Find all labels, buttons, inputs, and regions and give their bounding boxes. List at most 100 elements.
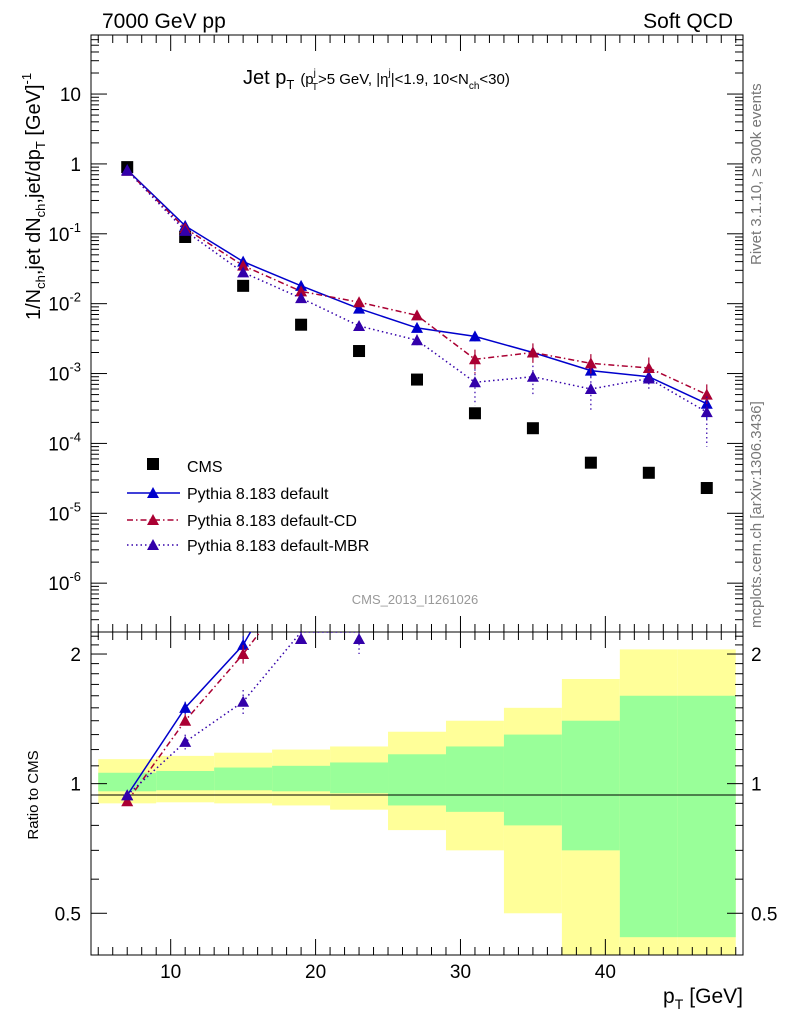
cd-data-point — [468, 353, 481, 365]
cd-series-line — [126, 170, 708, 396]
x-tick-label: 40 — [595, 962, 616, 983]
mbr-ratio-point — [121, 789, 134, 801]
ratio-band-inner — [330, 762, 389, 794]
header-left: 7000 GeV pp — [102, 10, 226, 33]
legend-mbr-marker — [147, 539, 159, 550]
mbr-data-point — [468, 376, 481, 388]
ratio-band-inner — [503, 734, 562, 826]
y-tick-label: 1 — [70, 155, 81, 176]
mbr-data-point — [121, 164, 134, 176]
cms-data-point — [642, 466, 655, 479]
ratio-y-tick-label: 2 — [70, 645, 81, 666]
ratio-y-tick-label: 1 — [70, 775, 81, 796]
y-tick-label: 10-3 — [48, 360, 81, 386]
x-tick-label: 10 — [160, 962, 181, 983]
mbr-data-point — [700, 406, 713, 418]
y-tick-label: 10-4 — [48, 429, 81, 455]
axis-ticks: 10-6 10-5 10-4 10-3 10-2 10-1 1 10 10 20 30 40 0.5 0.… — [48, 34, 777, 983]
cms-data-point — [700, 482, 713, 495]
mbr-data-point — [642, 372, 655, 384]
mbr-data-point — [353, 319, 366, 331]
legend-cms-marker — [147, 458, 159, 470]
x-tick-label: 30 — [450, 962, 471, 983]
cd-data-point — [526, 346, 539, 358]
legend-default-marker — [147, 487, 159, 498]
mbr-data-point — [411, 334, 423, 346]
mbr-data-point — [179, 224, 192, 236]
rivet-version-label: Rivet 3.1.10, ≥ 300k events — [748, 83, 765, 265]
ratio-y-tick-label-right: 0.5 — [751, 904, 777, 925]
y-tick-label: 10 — [60, 85, 81, 106]
mbr-data-point — [295, 292, 308, 304]
cms-data-point — [584, 456, 597, 469]
y-tick-label: 10-1 — [48, 220, 81, 246]
default-data-point — [411, 321, 423, 333]
ratio-band-inner — [677, 695, 736, 938]
mbr-ratio-point — [295, 633, 308, 644]
cd-data-point — [295, 285, 308, 297]
mbr-data-point — [237, 266, 250, 278]
cms-data-point — [353, 345, 366, 358]
cms-data-point — [237, 279, 250, 292]
ratio-band-inner — [619, 695, 678, 938]
cd-data-point — [411, 309, 423, 321]
mbr-data-point — [526, 370, 539, 382]
default-ratio-point — [179, 701, 192, 713]
legend-mbr-label: Pythia 8.183 default-MBR — [187, 538, 369, 555]
default-data-point — [353, 302, 366, 314]
plot-title: Jet pT (pj T>5 GeV, |ηj|<1.9, 10<Nch<30) — [243, 67, 510, 93]
ratio-y-tick-label: 0.5 — [55, 904, 81, 925]
ratio-band-inner — [445, 746, 504, 812]
ratio-band-inner — [214, 767, 273, 791]
legend: CMS Pythia 8.183 default Pythia 8.183 de… — [127, 458, 369, 555]
x-tick-label: 20 — [305, 962, 326, 983]
y-tick-label: 10-2 — [48, 290, 81, 316]
header-right: Soft QCD — [643, 10, 733, 33]
default-data-point — [295, 279, 308, 291]
legend-cd-label: Pythia 8.183 default-CD — [187, 513, 357, 530]
cd-data-point — [237, 259, 250, 271]
ratio-y-tick-label-right: 2 — [751, 645, 762, 666]
main-y-axis-label: 1/Nch,jet dNch,jet/dpT [GeV]-1 — [19, 73, 48, 320]
legend-default-label: Pythia 8.183 default — [187, 486, 329, 503]
ratio-y-tick-label-right: 1 — [751, 775, 762, 796]
cd-data-point — [584, 357, 597, 369]
cd-data-point — [700, 388, 713, 400]
ratio-series-clipped — [121, 632, 366, 807]
ratio-series-group — [121, 632, 366, 807]
cms-data-point — [468, 407, 481, 420]
ratio-band-inner — [98, 772, 157, 792]
cd-ratio-point — [237, 648, 250, 660]
ratio-band-inner — [272, 765, 331, 792]
cms-data-point — [411, 373, 423, 386]
mbr-ratio-point — [353, 633, 366, 644]
x-axis-label: pT [GeV] — [663, 985, 743, 1012]
default-ratio-point — [237, 638, 250, 650]
default-data-point — [468, 330, 481, 342]
ratio-uncertainty-bands — [98, 649, 736, 955]
mbr-ratio-point — [179, 735, 192, 747]
mcplots-label: mcplots.cern.ch [arXiv:1306.3436] — [748, 401, 765, 628]
ratio-band-inner — [388, 754, 446, 806]
main-series-group — [121, 161, 713, 495]
cms-data-point — [295, 318, 308, 331]
cd-ratio-line — [126, 632, 261, 802]
cms-data-point — [526, 422, 539, 435]
legend-cms-label: CMS — [187, 459, 223, 476]
cd-ratio-point — [179, 714, 192, 726]
mbr-ratio-point — [237, 695, 250, 707]
cd-ratio-point — [121, 795, 134, 807]
default-series-line — [126, 169, 708, 405]
y-tick-label: 10-5 — [48, 499, 81, 525]
ratio-band-inner — [561, 720, 620, 851]
mbr-data-point — [584, 383, 597, 395]
analysis-id-label: CMS_2013_I1261026 — [352, 592, 479, 607]
cd-data-point — [353, 296, 366, 308]
ratio-y-axis-label: Ratio to CMS — [25, 750, 42, 839]
ratio-band-inner — [156, 770, 215, 791]
cd-data-point — [642, 362, 655, 374]
y-tick-label: 10-6 — [48, 569, 81, 595]
default-ratio-line — [126, 632, 252, 796]
legend-cd-marker — [147, 514, 159, 525]
